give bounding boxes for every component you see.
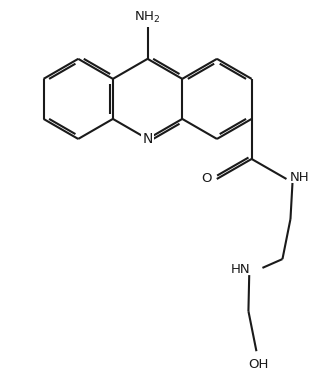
Text: NH: NH: [290, 171, 309, 184]
Text: N: N: [142, 132, 153, 146]
Text: OH: OH: [248, 358, 269, 372]
Text: HN: HN: [231, 263, 250, 276]
Text: O: O: [201, 172, 212, 186]
Text: NH$_2$: NH$_2$: [134, 10, 161, 25]
